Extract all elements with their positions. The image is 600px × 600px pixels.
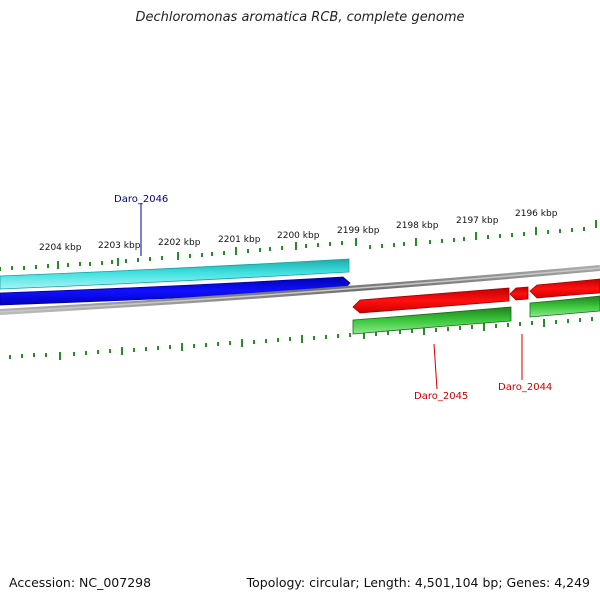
kbp-label: 2199 kbp — [337, 226, 380, 236]
gene-label-daro-2046[interactable]: Daro_2046 — [114, 194, 168, 205]
lower-tick-marks — [9, 317, 593, 360]
map-title: Dechloromonas aromatica RCB, complete ge… — [135, 10, 465, 25]
genome-summary-text: Topology: circular; Length: 4,501,104 bp… — [246, 575, 590, 590]
gene-daro-2045-arrow[interactable] — [352, 287, 510, 314]
gene-daro-2044-arrow[interactable] — [509, 286, 529, 301]
accession-text: Accession: NC_007298 — [9, 575, 152, 590]
gene-red-arrow-right[interactable] — [529, 278, 600, 299]
daro-2045-callout-line — [433, 343, 438, 390]
kbp-label: 2200 kbp — [277, 231, 320, 241]
upper-tick-marks — [0, 220, 597, 271]
kbp-label: 2196 kbp — [515, 209, 558, 219]
kbp-label: 2203 kbp — [98, 241, 141, 251]
genome-backbone-highlight — [0, 267, 600, 313]
lower-tick-scale — [9, 317, 593, 360]
kbp-label: 2201 kbp — [218, 235, 261, 245]
feature-green-track-right[interactable] — [529, 295, 600, 318]
upper-tick-scale — [0, 220, 597, 271]
kbp-label: 2197 kbp — [456, 216, 499, 226]
kbp-label: 2202 kbp — [158, 238, 201, 248]
feature-cyan-track[interactable] — [0, 258, 350, 290]
gene-label-daro-2045[interactable]: Daro_2045 — [414, 391, 468, 402]
feature-green-track-left[interactable] — [352, 306, 512, 335]
gene-label-daro-2044[interactable]: Daro_2044 — [498, 382, 552, 393]
kbp-label: 2198 kbp — [396, 221, 439, 231]
kbp-scale-labels: 2204 kbp 2203 kbp 2202 kbp 2201 kbp 2200… — [39, 209, 558, 253]
kbp-label: 2204 kbp — [39, 243, 82, 253]
